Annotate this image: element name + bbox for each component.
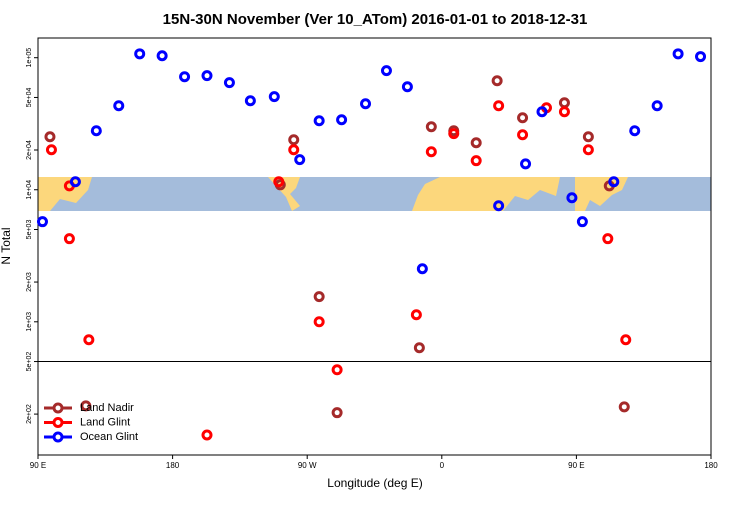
point [491, 75, 503, 87]
point [179, 71, 191, 83]
point [360, 98, 372, 110]
point [63, 233, 75, 245]
point [313, 316, 325, 328]
point [558, 106, 570, 118]
y-tick-label: 2e+04 [26, 140, 33, 160]
x-axis-label: Longitude (deg E) [327, 476, 422, 490]
point [672, 48, 684, 60]
point [380, 65, 392, 77]
point [536, 106, 548, 118]
point [576, 216, 588, 228]
y-tick-label: 2e+03 [26, 272, 33, 292]
land [412, 177, 560, 211]
point [201, 70, 213, 82]
point [448, 128, 460, 140]
point [517, 112, 529, 124]
y-tick-label: 1e+04 [26, 180, 33, 200]
y-tick-label: 5e+04 [26, 88, 33, 108]
point [608, 176, 620, 188]
x-tick-label: 180 [704, 461, 718, 470]
x-tick-label: 90 E [30, 461, 46, 470]
point [470, 137, 482, 149]
y-tick-label: 5e+03 [26, 220, 33, 240]
point [520, 158, 532, 170]
point [44, 131, 56, 143]
point [313, 115, 325, 127]
legend-marker [52, 402, 64, 414]
point [582, 131, 594, 143]
point [695, 51, 707, 63]
point [425, 146, 437, 158]
point [244, 95, 256, 107]
y-tick-label: 2e+02 [26, 404, 33, 424]
point [336, 114, 348, 126]
point [90, 125, 102, 137]
x-tick-label: 180 [166, 461, 180, 470]
legend-label: Land Glint [80, 416, 130, 428]
point [288, 144, 300, 156]
point [80, 400, 92, 412]
point [331, 364, 343, 376]
point [618, 401, 630, 413]
point [558, 97, 570, 109]
y-tick-label: 1e+05 [26, 48, 33, 68]
point [288, 134, 300, 146]
point [294, 154, 306, 166]
point [156, 50, 168, 62]
map-band [38, 177, 711, 211]
y-axis-label: N Total [0, 227, 13, 264]
point [416, 263, 428, 275]
point [629, 125, 641, 137]
point [331, 407, 343, 419]
point [83, 334, 95, 346]
point [620, 334, 632, 346]
point [313, 291, 325, 303]
y-tick-label: 1e+03 [26, 312, 33, 332]
point [517, 129, 529, 141]
point [36, 216, 48, 228]
point [401, 81, 413, 93]
point [134, 48, 146, 60]
point [493, 200, 505, 212]
point [566, 192, 578, 204]
chart-title: 15N-30N November (Ver 10_ATom) 2016-01-0… [163, 11, 588, 28]
legend-label: Land Nadir [80, 402, 134, 414]
point [602, 233, 614, 245]
x-tick-label: 0 [440, 461, 445, 470]
point [201, 429, 213, 441]
point [410, 309, 422, 321]
x-tick-label: 90 E [568, 461, 584, 470]
legend-marker [52, 431, 64, 443]
plot-frame [37, 37, 712, 456]
point [268, 91, 280, 103]
point [113, 100, 125, 112]
point [69, 176, 81, 188]
y-tick-label: 5e+02 [26, 352, 33, 372]
legend-marker [52, 417, 64, 428]
point [425, 121, 437, 133]
point [582, 144, 594, 156]
legend-label: Ocean Glint [80, 431, 138, 443]
point [273, 176, 285, 188]
point [223, 77, 235, 89]
point [470, 155, 482, 167]
point [45, 144, 57, 156]
point [651, 100, 663, 112]
x-tick-label: 90 W [298, 461, 317, 470]
point [493, 100, 505, 112]
point [413, 342, 425, 354]
